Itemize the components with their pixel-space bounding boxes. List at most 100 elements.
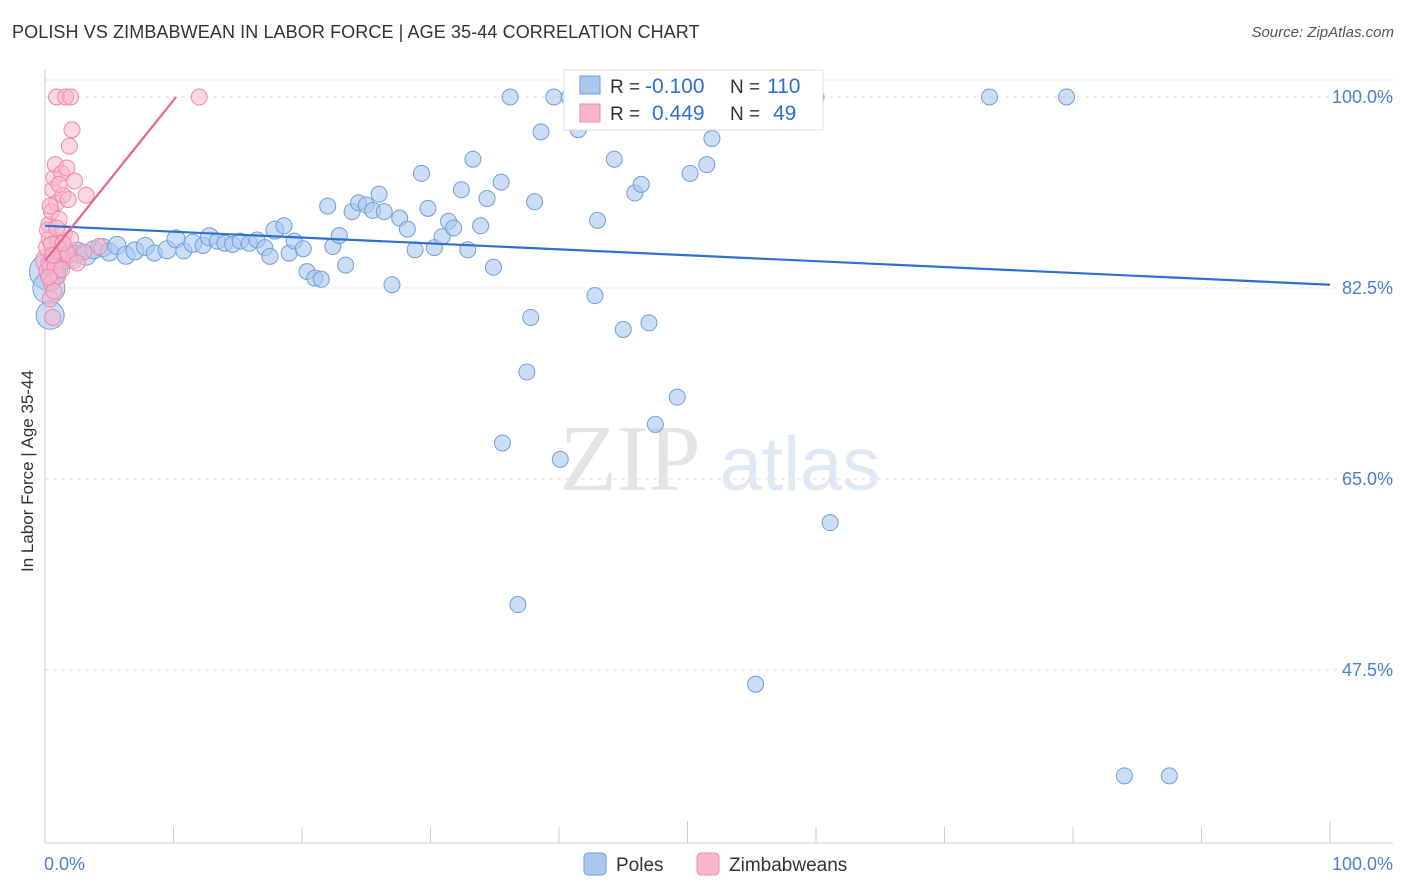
poles-point-84 — [632, 175, 650, 193]
zimbabweans-point-45 — [48, 219, 66, 237]
poles-trend-line — [44, 224, 1331, 286]
legend-n-value-zimbabweans: 49 — [773, 102, 796, 125]
poles-point-61 — [472, 217, 490, 235]
y-tick-labels: 47.5% 65.0% 82.5% 100.0% — [1332, 87, 1393, 680]
poles-point-73 — [551, 450, 569, 468]
poles-point-51 — [406, 241, 424, 259]
legend-r-label-poles: R = — [610, 77, 640, 98]
zimbabweans-point-11 — [44, 308, 62, 326]
poles-point-37 — [312, 270, 330, 288]
poles-point-103 — [1160, 767, 1178, 785]
grid-lines — [45, 79, 1393, 671]
poles-point-67 — [493, 434, 511, 452]
poles-point-82 — [614, 320, 632, 338]
legend-n-label-poles: N = — [730, 77, 760, 98]
zimbabweans-trend-line — [44, 96, 177, 262]
source-label: Source: ZipAtlas.com — [1251, 24, 1394, 41]
chart-title: POLISH VS ZIMBABWEAN IN LABOR FORCE | AG… — [12, 22, 700, 42]
poles-point-58 — [452, 181, 470, 199]
poles-point-102 — [1115, 767, 1133, 785]
poles-point-69 — [522, 308, 540, 326]
legend-n-label-zimbabweans: N = — [730, 104, 760, 125]
poles-point-57 — [445, 219, 463, 237]
zimbabweans-point-46 — [44, 246, 62, 264]
poles-point-101 — [1058, 88, 1076, 106]
zimbabweans-point-48 — [40, 268, 58, 286]
poles-point-31 — [275, 217, 293, 235]
poles-point-38 — [319, 197, 337, 215]
poles-point-64 — [492, 173, 510, 191]
poles-point-68 — [518, 363, 536, 381]
zimbabweans-point-38 — [45, 282, 63, 300]
poles-point-50 — [398, 220, 416, 238]
poles-point-53 — [419, 199, 437, 217]
zimbabweans-point-26 — [66, 172, 84, 190]
poles-point-86 — [640, 314, 658, 332]
watermark: ZIP atlas — [560, 407, 881, 511]
x-tick-label-min: 0.0% — [44, 854, 85, 874]
poles-point-34 — [294, 240, 312, 258]
poles-point-80 — [605, 150, 623, 168]
y-tick-label-2: 82.5% — [1342, 278, 1393, 298]
poles-point-63 — [484, 258, 502, 276]
axes — [44, 70, 1393, 844]
zimbabweans-point-29 — [62, 88, 80, 106]
zimbabweans-point-40 — [53, 260, 71, 278]
legend-r-value-poles: -0.100 — [645, 75, 705, 98]
y-tick-label-0: 47.5% — [1342, 660, 1393, 680]
zimbabweans-point-42 — [68, 254, 86, 272]
zimbabweans-point-22 — [60, 137, 78, 155]
bottom-legend-label-zimbabweans: Zimbabweans — [729, 855, 847, 876]
bottom-legend-swatch-zimbabweans — [696, 852, 720, 876]
zimbabweans-point-21 — [59, 191, 77, 209]
poles-point-78 — [589, 211, 607, 229]
legend-swatch-poles — [579, 75, 601, 95]
zimbabweans-point-47 — [54, 234, 72, 252]
poles-point-90 — [681, 164, 699, 182]
legend-r-value-zimbabweans: 0.449 — [652, 102, 705, 125]
poles-point-93 — [703, 129, 721, 147]
poles-point-46 — [370, 185, 388, 203]
poles-point-72 — [545, 88, 563, 106]
zimbabweans-point-30 — [77, 186, 95, 204]
legend-swatch-zimbabweans — [579, 103, 601, 123]
bottom-legend-swatch-poles — [583, 852, 607, 876]
poles-point-99 — [821, 514, 839, 532]
y-tick-label-1: 65.0% — [1342, 469, 1393, 489]
poles-point-71 — [532, 123, 550, 141]
poles-point-47 — [375, 203, 393, 221]
poles-point-60 — [464, 150, 482, 168]
x-tick-label-max: 100.0% — [1332, 854, 1393, 874]
zimbabweans-point-43 — [41, 197, 59, 215]
poles-point-41 — [337, 256, 355, 274]
bottom-legend-label-poles: Poles — [616, 855, 664, 876]
bottom-legend: Poles Zimbabweans — [583, 852, 847, 876]
poles-point-87 — [646, 415, 664, 433]
zimbabweans-point-33 — [190, 88, 208, 106]
poles-point-77 — [586, 287, 604, 305]
zimbabweans-point-20 — [58, 159, 76, 177]
poles-point-92 — [698, 156, 716, 174]
poles-point-40 — [330, 227, 348, 245]
poles-point-100 — [980, 88, 998, 106]
poles-point-29 — [261, 247, 279, 265]
y-tick-label-3: 100.0% — [1332, 87, 1393, 107]
watermark-zip: ZIP — [560, 407, 701, 511]
poles-point-70 — [526, 193, 544, 211]
poles-point-95 — [747, 675, 765, 693]
poles-point-88 — [668, 388, 686, 406]
poles-point-48 — [383, 276, 401, 294]
zimbabweans-point-44 — [50, 175, 68, 193]
trend-lines — [44, 96, 1331, 286]
poles-point-65 — [501, 88, 519, 106]
zimbabweans-points — [35, 88, 208, 326]
poles-point-66 — [509, 596, 527, 614]
legend: R = -0.100 N = 110 R = 0.449 N = 49 — [563, 69, 824, 131]
poles-point-62 — [478, 190, 496, 208]
zimbabweans-point-23 — [63, 121, 81, 139]
watermark-atlas: atlas — [720, 422, 881, 507]
zimbabweans-point-32 — [90, 238, 108, 256]
legend-r-label-zimbabweans: R = — [610, 104, 640, 125]
legend-n-value-poles: 110 — [767, 75, 800, 98]
